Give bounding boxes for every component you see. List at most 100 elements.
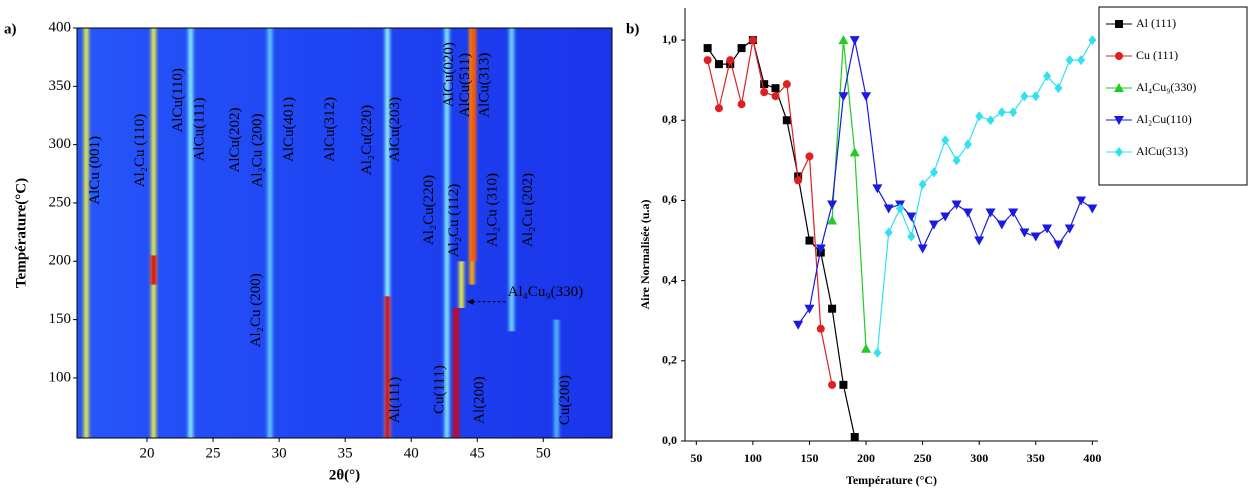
marker [839, 380, 848, 389]
marker [714, 104, 723, 113]
marker [907, 231, 916, 242]
marker [726, 56, 735, 65]
annotation: Al₂Cu (112) [446, 184, 462, 257]
marker [1054, 83, 1063, 94]
marker [838, 35, 849, 45]
heatmap-shading [77, 28, 612, 438]
marker [827, 215, 838, 225]
marker [703, 56, 712, 65]
marker [771, 92, 780, 101]
marker [771, 84, 780, 93]
marker [928, 220, 939, 230]
y-axis-label: Température(°C) [13, 178, 29, 288]
marker [1043, 71, 1052, 82]
marker [906, 212, 917, 222]
x-axis-label: Température (°C) [846, 473, 937, 487]
peak-band [83, 28, 89, 438]
marker [1008, 208, 1019, 218]
marker [805, 152, 814, 161]
legend-marker [1115, 52, 1123, 60]
annotation: AlCu(111) [191, 98, 207, 162]
panel-label: a) [4, 21, 17, 37]
marker [815, 244, 826, 254]
legend-marker [1115, 147, 1123, 157]
x-tick-label: 45 [470, 445, 485, 461]
marker [996, 220, 1007, 230]
legend-label: Al₄Cu₉(330) [1136, 80, 1196, 94]
annotation: AlCu(202) [227, 107, 243, 172]
marker [805, 236, 814, 245]
panel-label: b) [626, 21, 639, 37]
annotation: Al₂Cu(220) [359, 105, 375, 175]
y-tick-label: 1,0 [662, 32, 677, 46]
marker [1064, 224, 1075, 234]
marker [861, 343, 872, 353]
marker [1065, 55, 1074, 66]
annotation: AlCu(020) [441, 42, 457, 107]
marker [962, 208, 973, 218]
series-line [831, 40, 867, 349]
marker [975, 111, 984, 122]
legend-box [1098, 6, 1248, 186]
annotation: AlCu(313) [477, 53, 493, 118]
x-tick-label: 300 [970, 451, 988, 465]
annotation: AlCu(511) [457, 53, 473, 117]
marker [1077, 55, 1086, 66]
marker [929, 167, 938, 178]
x-tick-label: 400 [1083, 451, 1101, 465]
marker [872, 184, 883, 194]
marker [917, 244, 928, 254]
marker [974, 236, 985, 246]
annotation: Al₂Cu (200) [248, 273, 264, 347]
x-tick-label: 350 [1027, 451, 1045, 465]
annotation: Al₂Cu (202) [520, 173, 536, 247]
marker [1019, 228, 1030, 238]
marker [828, 380, 837, 389]
y-tick-label: 300 [49, 136, 72, 152]
series-line [707, 39, 833, 385]
marker [1020, 91, 1029, 102]
marker [828, 304, 837, 313]
legend-marker [1115, 20, 1123, 28]
peak-band [509, 28, 515, 332]
marker [714, 60, 723, 69]
annotation: AlCu(110) [170, 68, 186, 132]
marker [816, 324, 825, 333]
peak-band [554, 319, 560, 438]
series-line [707, 39, 856, 438]
plot-frame [76, 27, 613, 439]
marker [1088, 35, 1097, 46]
x-tick-label: 30 [272, 445, 287, 461]
annotation: AlCu(203) [387, 97, 403, 162]
y-tick-label: 250 [49, 194, 72, 210]
marker [849, 36, 860, 46]
y-tick-label: 0,4 [662, 272, 677, 286]
peak-band [453, 307, 459, 438]
x-tick-label: 150 [800, 451, 818, 465]
annotation: Al₂Cu (310) [485, 173, 501, 247]
peak-band [151, 255, 157, 285]
peak-band [267, 28, 273, 438]
marker [873, 347, 882, 358]
x-tick-label: 25 [206, 445, 221, 461]
y-tick-label: 0,6 [662, 192, 677, 206]
marker [941, 135, 950, 146]
marker [963, 139, 972, 150]
marker [1053, 240, 1064, 250]
x-tick-label: 250 [914, 451, 932, 465]
y-tick-label: 100 [49, 369, 72, 385]
x-tick-label: 200 [857, 451, 875, 465]
marker [793, 320, 804, 330]
marker [951, 200, 962, 210]
peak-band [188, 28, 194, 438]
marker [737, 44, 746, 53]
y-tick-label: 150 [49, 311, 72, 327]
peak-band [458, 261, 464, 308]
peak-band [151, 28, 157, 438]
marker [883, 204, 894, 214]
y-tick-label: 0,0 [662, 433, 677, 447]
x-tick-label: 100 [744, 451, 762, 465]
marker [748, 36, 757, 45]
marker [1009, 107, 1018, 118]
